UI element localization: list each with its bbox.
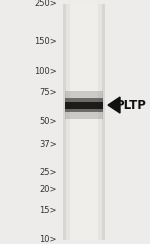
Bar — [65, 91, 103, 119]
Text: 20>: 20> — [39, 185, 57, 194]
Text: 50>: 50> — [39, 118, 57, 126]
Text: 250>: 250> — [34, 0, 57, 9]
Bar — [65, 102, 103, 109]
Text: PLTP: PLTP — [116, 99, 146, 112]
Bar — [70, 4, 98, 240]
Text: 37>: 37> — [39, 140, 57, 149]
Text: 10>: 10> — [39, 235, 57, 244]
Text: 75>: 75> — [39, 88, 57, 97]
Text: 100>: 100> — [34, 67, 57, 76]
Polygon shape — [108, 97, 120, 113]
Text: 150>: 150> — [34, 37, 57, 46]
Text: 25>: 25> — [39, 168, 57, 177]
Bar — [65, 98, 103, 112]
Bar — [66, 4, 102, 240]
Bar — [63, 4, 105, 240]
Text: 15>: 15> — [39, 206, 57, 215]
